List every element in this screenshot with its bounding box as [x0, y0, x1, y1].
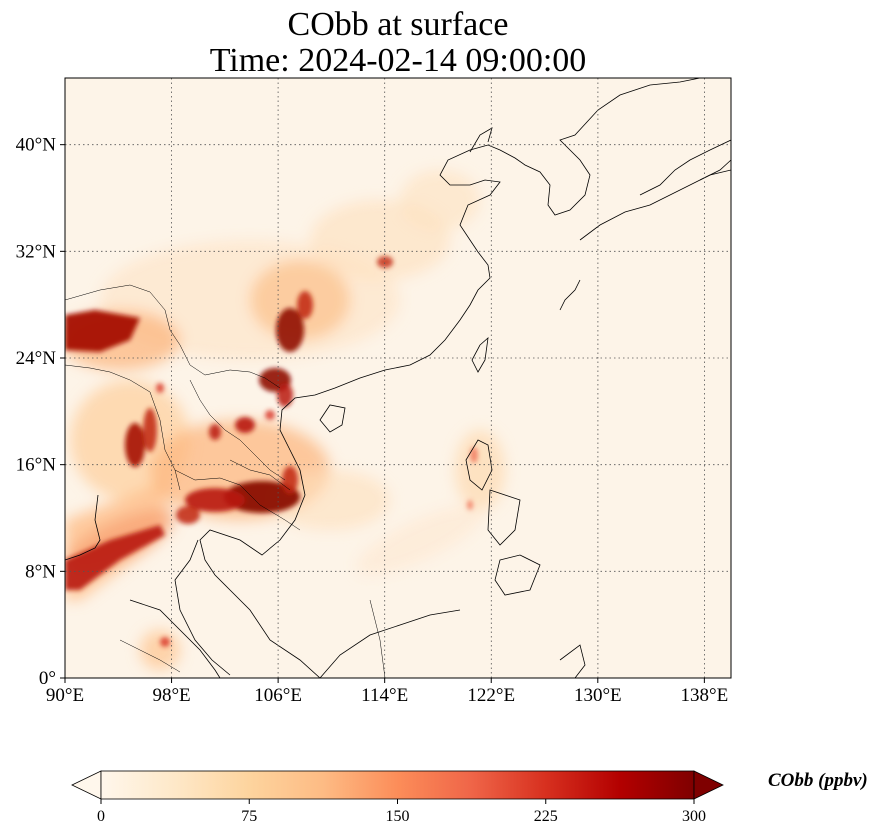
y-tick-label: 8°N [25, 561, 56, 582]
x-tick-labels: 90°E 98°E 106°E 114°E 122°E 130°E 138°E [46, 678, 728, 706]
colorbar-tick-label: 225 [534, 808, 558, 825]
colorbar-ticks: 0 75 150 225 300 [97, 799, 706, 825]
gridlines [65, 78, 731, 678]
y-tick-label: 40°N [16, 135, 57, 156]
cobb-field [65, 170, 505, 670]
x-tick-label: 106°E [254, 685, 302, 706]
x-tick-label: 138°E [681, 685, 729, 706]
colorbar-max-extend [693, 770, 724, 800]
colorbar-min-extend [71, 770, 102, 800]
map-title: CObb at surface [287, 6, 509, 43]
colorbar-tick-label: 75 [241, 808, 257, 825]
country-borders [65, 284, 386, 678]
x-tick-label: 114°E [361, 685, 408, 706]
colorbar-tick-label: 150 [386, 808, 410, 825]
y-tick-label: 24°N [16, 348, 57, 369]
coastlines [65, 78, 731, 678]
y-tick-label: 32°N [16, 241, 57, 262]
colorbar-tick-label: 0 [97, 808, 105, 825]
x-tick-label: 130°E [574, 685, 622, 706]
x-tick-label: 90°E [46, 685, 84, 706]
cobb-hotspots [65, 256, 478, 647]
map-frame [64, 77, 732, 679]
colorbar-tick-label: 300 [682, 808, 706, 825]
colorbar-title: CObb (ppbv) [768, 770, 868, 791]
map-background [65, 78, 731, 678]
y-tick-label: 16°N [16, 455, 57, 476]
x-tick-label: 122°E [467, 685, 515, 706]
y-tick-labels: 0° 8°N 16°N 24°N 32°N 40°N [16, 135, 65, 689]
x-tick-label: 98°E [152, 685, 190, 706]
y-tick-label: 0° [39, 668, 56, 689]
colorbar [100, 770, 695, 800]
map-time-subtitle: Time: 2024-02-14 09:00:00 [209, 42, 587, 79]
